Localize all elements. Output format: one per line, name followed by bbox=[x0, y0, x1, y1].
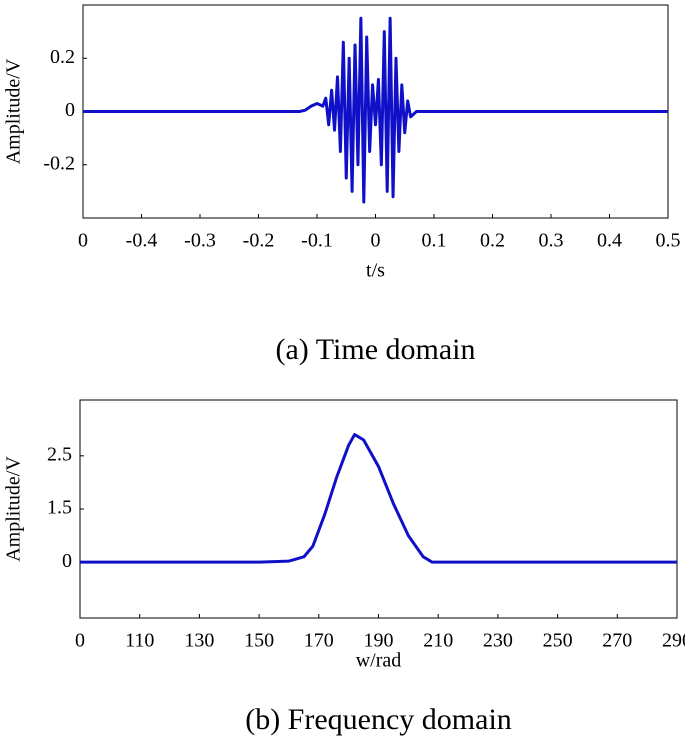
x-tick-label: 250 bbox=[543, 630, 573, 652]
x-tick-label: 230 bbox=[483, 630, 513, 652]
x-tick-label: -0.2 bbox=[243, 230, 275, 252]
y-tick-label: 0 bbox=[62, 550, 72, 572]
caption: (a) Time domain bbox=[276, 333, 476, 366]
x-tick-label: 170 bbox=[304, 630, 334, 652]
x-tick-label: 0.5 bbox=[656, 230, 681, 252]
y-tick-label: 0 bbox=[65, 99, 75, 121]
x-tick-label: 0.3 bbox=[539, 230, 564, 252]
y-tick-label: 0.2 bbox=[50, 46, 75, 68]
x-tick-label: -0.1 bbox=[301, 230, 333, 252]
x-tick-label: 0.4 bbox=[597, 230, 622, 252]
signal-line bbox=[80, 433, 677, 564]
x-tick-label: 0 bbox=[371, 230, 381, 252]
caption: (b) Frequency domain bbox=[245, 703, 512, 736]
y-tick-label: -0.2 bbox=[43, 152, 75, 174]
x-tick-label: 0.2 bbox=[480, 230, 505, 252]
x-axis-label: w/rad bbox=[356, 650, 402, 672]
x-tick-label: 0 bbox=[75, 630, 85, 652]
x-tick-label: 0 bbox=[78, 230, 88, 252]
x-tick-label: 270 bbox=[602, 630, 632, 652]
y-tick-label: 1.5 bbox=[47, 497, 72, 519]
y-axis-label: Amplitude/V bbox=[3, 58, 25, 164]
x-tick-label: 130 bbox=[184, 630, 214, 652]
x-tick-label: 110 bbox=[125, 630, 154, 652]
y-axis-label: Amplitude/V bbox=[3, 456, 25, 562]
signal-line bbox=[83, 16, 668, 204]
x-axis-label: t/s bbox=[366, 260, 385, 282]
x-tick-label: 210 bbox=[423, 630, 453, 652]
x-tick-label: -0.4 bbox=[126, 230, 158, 252]
y-tick-label: 2.5 bbox=[47, 443, 72, 465]
x-tick-label: -0.3 bbox=[184, 230, 216, 252]
x-tick-label: 190 bbox=[364, 630, 394, 652]
x-tick-label: 150 bbox=[244, 630, 274, 652]
x-tick-label: 0.1 bbox=[422, 230, 447, 252]
x-tick-label: 290 bbox=[662, 630, 685, 652]
plot-frame bbox=[79, 399, 678, 619]
